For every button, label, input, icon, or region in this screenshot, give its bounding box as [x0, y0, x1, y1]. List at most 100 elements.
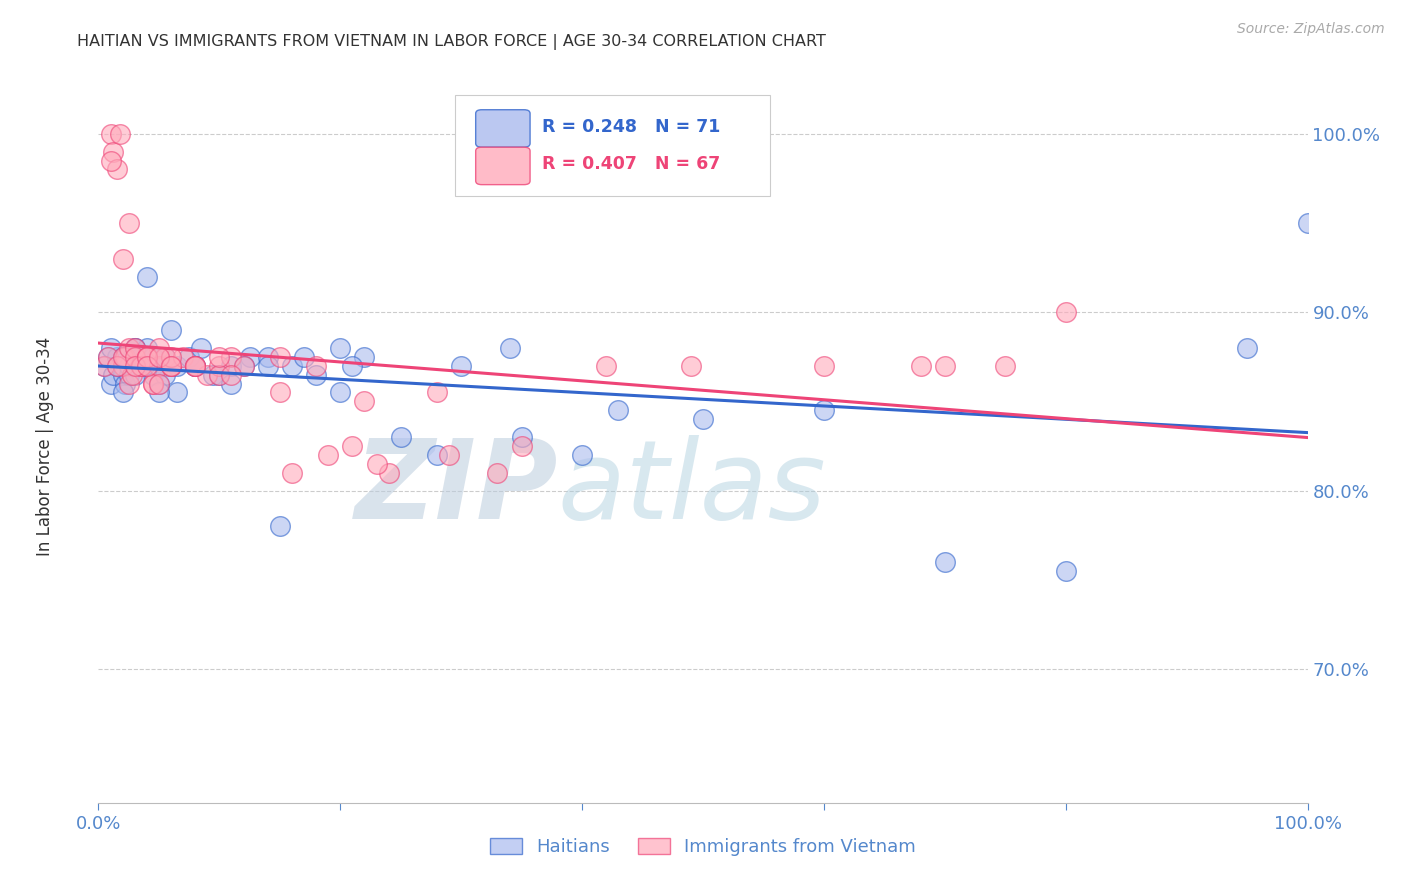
Point	[160, 359, 183, 373]
Point	[256, 359, 278, 373]
Point	[153, 350, 176, 364]
Point	[329, 341, 352, 355]
Point	[389, 430, 412, 444]
Point	[377, 466, 399, 480]
Point	[281, 359, 304, 373]
Point	[135, 269, 157, 284]
Point	[148, 376, 170, 391]
Point	[153, 350, 176, 364]
Point	[437, 448, 460, 462]
Point	[510, 439, 533, 453]
Point	[510, 430, 533, 444]
Point	[114, 350, 136, 364]
Point	[1054, 305, 1077, 319]
Text: R = 0.407   N = 67: R = 0.407 N = 67	[543, 155, 720, 173]
Point	[142, 376, 165, 391]
Point	[166, 385, 188, 400]
Point	[129, 350, 152, 364]
Point	[353, 350, 375, 364]
Point	[934, 555, 956, 569]
Point	[269, 350, 291, 364]
Point	[269, 519, 291, 533]
Point	[1236, 341, 1258, 355]
Point	[129, 359, 152, 373]
Point	[426, 448, 449, 462]
Point	[221, 368, 243, 382]
Point	[118, 359, 141, 373]
Point	[450, 359, 472, 373]
Text: ZIP: ZIP	[354, 434, 558, 541]
Point	[342, 359, 364, 373]
Point	[232, 359, 254, 373]
Point	[184, 359, 207, 373]
Point	[148, 341, 170, 355]
Point	[114, 376, 136, 391]
Point	[135, 359, 157, 373]
Point	[121, 350, 143, 364]
Point	[100, 376, 122, 391]
Point	[595, 359, 617, 373]
Point	[342, 439, 364, 453]
Point	[111, 350, 134, 364]
Point	[129, 350, 152, 364]
Point	[148, 350, 170, 364]
Point	[105, 359, 128, 373]
Point	[101, 368, 124, 382]
Point	[239, 350, 262, 364]
Point	[221, 350, 243, 364]
Point	[124, 341, 146, 355]
Point	[142, 359, 165, 373]
Point	[124, 368, 146, 382]
Point	[813, 359, 835, 373]
Point	[118, 376, 141, 391]
Point	[486, 466, 509, 480]
Point	[221, 359, 243, 373]
Point	[148, 359, 170, 373]
FancyBboxPatch shape	[456, 95, 769, 196]
Point	[100, 153, 122, 168]
Point	[305, 359, 328, 373]
Point	[195, 368, 218, 382]
Point	[208, 350, 231, 364]
Point	[692, 412, 714, 426]
Point	[111, 385, 134, 400]
Point	[1054, 564, 1077, 578]
Point	[118, 359, 141, 373]
FancyBboxPatch shape	[475, 147, 530, 185]
Point	[184, 359, 207, 373]
Point	[105, 162, 128, 177]
Point	[256, 350, 278, 364]
Point	[111, 252, 134, 266]
Point	[134, 359, 156, 373]
Point	[281, 466, 304, 480]
Point	[142, 376, 165, 391]
Point	[305, 368, 328, 382]
Point	[105, 359, 128, 373]
Point	[153, 368, 176, 382]
Point	[135, 350, 157, 364]
Point	[571, 448, 593, 462]
Point	[111, 368, 134, 382]
Point	[160, 323, 183, 337]
Point	[129, 359, 152, 373]
Point	[426, 385, 449, 400]
Point	[160, 359, 183, 373]
Text: R = 0.248   N = 71: R = 0.248 N = 71	[543, 118, 720, 136]
Point	[101, 145, 124, 159]
Point	[184, 359, 207, 373]
Point	[135, 359, 157, 373]
Point	[292, 350, 315, 364]
Point	[353, 394, 375, 409]
Point	[135, 350, 157, 364]
Point	[813, 403, 835, 417]
FancyBboxPatch shape	[475, 110, 530, 147]
Point	[910, 359, 932, 373]
Point	[208, 368, 231, 382]
Point	[184, 359, 207, 373]
Point	[172, 350, 194, 364]
Text: Source: ZipAtlas.com: Source: ZipAtlas.com	[1237, 22, 1385, 37]
Point	[118, 341, 141, 355]
Point	[160, 350, 183, 364]
Point	[190, 341, 212, 355]
Point	[166, 359, 188, 373]
